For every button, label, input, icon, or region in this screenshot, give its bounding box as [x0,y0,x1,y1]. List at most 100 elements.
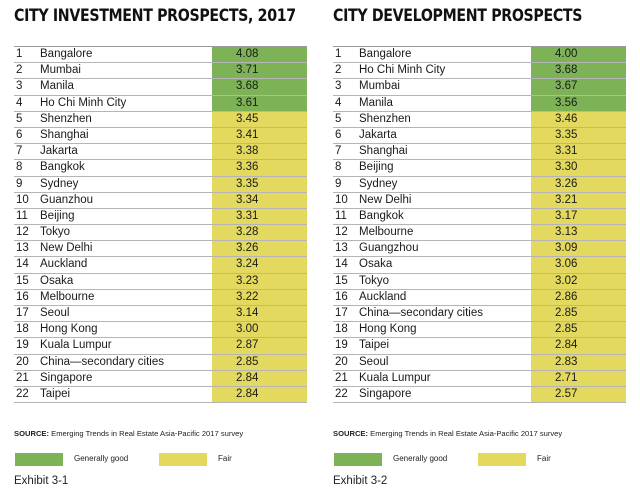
table-row: 15 Osaka 3.23 [14,273,307,290]
development-exhibit: Exhibit 3-2 [333,475,388,487]
investment-legend: Generally good Fair [14,453,314,467]
score-cell: 3.06 [531,257,626,273]
rank-cell: 7 [335,145,342,158]
city-cell: Shanghai [359,145,408,158]
rank-cell: 19 [335,339,348,352]
table-row: 3 Mumbai 3.67 [333,79,626,96]
city-cell: Bangkok [359,209,404,222]
rank-cell: 2 [335,64,342,77]
city-cell: Osaka [40,274,74,287]
table-row: 19 Kuala Lumpur 2.87 [14,338,307,355]
score-cell: 3.31 [212,208,307,225]
table-row: 7 Jakarta 3.38 [14,144,307,161]
city-cell: Sydney [40,177,79,190]
score-cell: 3.22 [212,289,307,305]
score-cell: 3.36 [212,160,307,176]
score-cell: 3.34 [212,192,307,208]
table-row: 22 Singapore 2.57 [333,386,626,404]
city-cell: Manila [40,80,74,93]
rank-cell: 10 [16,193,29,206]
rank-cell: 18 [335,323,348,336]
city-cell: New Delhi [40,242,93,255]
table-row: 2 Ho Chi Minh City 3.68 [333,63,626,80]
score-cell: 3.28 [212,225,307,241]
rank-cell: 16 [335,290,348,303]
rank-cell: 13 [335,242,348,255]
table-row: 18 Hong Kong 2.85 [333,322,626,339]
score-cell: 3.02 [531,273,626,289]
legend-label-fair: Fair [218,454,232,463]
city-cell: Bangkok [40,161,85,174]
score-cell: 3.56 [531,95,626,111]
table-row: 10 Guanzhou 3.34 [14,192,307,209]
rank-cell: 12 [16,226,29,239]
city-cell: Shanghai [40,128,89,141]
score-cell: 3.71 [212,63,307,79]
score-cell: 3.00 [212,322,307,338]
city-cell: Melbourne [359,226,414,239]
city-cell: Mumbai [40,64,81,77]
score-cell: 3.35 [531,127,626,144]
table-row: 1 Bangalore 4.08 [14,47,307,64]
table-row: 9 Sydney 3.35 [14,176,307,193]
rank-cell: 22 [16,387,29,400]
score-cell: 3.68 [212,79,307,95]
development-legend: Generally good Fair [333,453,633,467]
table-row: 13 New Delhi 3.26 [14,241,307,258]
table-row: 16 Auckland 2.86 [333,289,626,306]
development-source: SOURCE: Emerging Trends in Real Estate A… [333,429,562,438]
rank-cell: 16 [16,290,29,303]
table-row: 21 Kuala Lumpur 2.71 [333,370,626,387]
city-cell: Bangalore [359,48,412,60]
city-cell: Hong Kong [40,323,98,336]
table-row: 19 Taipei 2.84 [333,338,626,355]
score-cell: 2.86 [531,289,626,305]
score-cell: 3.17 [531,208,626,225]
score-cell: 3.24 [212,257,307,273]
city-cell: Melbourne [40,290,95,303]
score-cell: 3.21 [531,192,626,208]
score-cell: 2.87 [212,338,307,354]
rank-cell: 10 [335,193,348,206]
table-row: 6 Shanghai 3.41 [14,127,307,145]
score-cell: 2.85 [531,322,626,338]
score-cell: 2.84 [212,370,307,386]
table-row: 7 Shanghai 3.31 [333,144,626,161]
city-cell: Singapore [359,387,412,400]
table-row: 17 China—secondary cities 2.85 [333,306,626,323]
rank-cell: 20 [16,355,29,368]
rank-cell: 7 [16,145,23,158]
rank-cell: 13 [16,242,29,255]
rank-cell: 12 [335,226,348,239]
rank-cell: 9 [16,177,23,190]
city-cell: Beijing [359,161,394,174]
city-cell: Taipei [40,387,71,400]
table-row: 9 Sydney 3.26 [333,176,626,193]
rank-cell: 5 [16,112,23,125]
legend-swatch-fair [478,453,526,466]
table-row: 11 Beijing 3.31 [14,208,307,226]
city-cell: Tokyo [359,274,390,287]
score-cell: 3.41 [212,127,307,144]
score-cell: 3.09 [531,241,626,257]
source-text: Emerging Trends in Real Estate Asia-Paci… [49,429,244,438]
city-cell: Bangalore [40,48,93,60]
city-cell: Osaka [359,258,393,271]
rank-cell: 15 [335,274,348,287]
table-row: 22 Taipei 2.84 [14,386,307,404]
investment-title: CITY INVESTMENT PROSPECTS, 2017 [14,6,296,25]
table-row: 8 Beijing 3.30 [333,160,626,177]
score-cell: 3.26 [531,176,626,192]
legend-swatch-fair [159,453,207,466]
city-cell: Guanzhou [40,193,94,206]
table-row: 5 Shenzhen 3.45 [14,111,307,128]
rank-cell: 11 [335,209,347,222]
city-cell: Guangzhou [359,242,419,255]
table-row: 14 Osaka 3.06 [333,257,626,274]
city-cell: Jakarta [40,145,78,158]
rank-cell: 3 [335,80,342,93]
table-row: 3 Manila 3.68 [14,79,307,96]
table-row: 5 Shenzhen 3.46 [333,111,626,128]
table-row: 10 New Delhi 3.21 [333,192,626,209]
score-cell: 3.45 [212,111,307,127]
